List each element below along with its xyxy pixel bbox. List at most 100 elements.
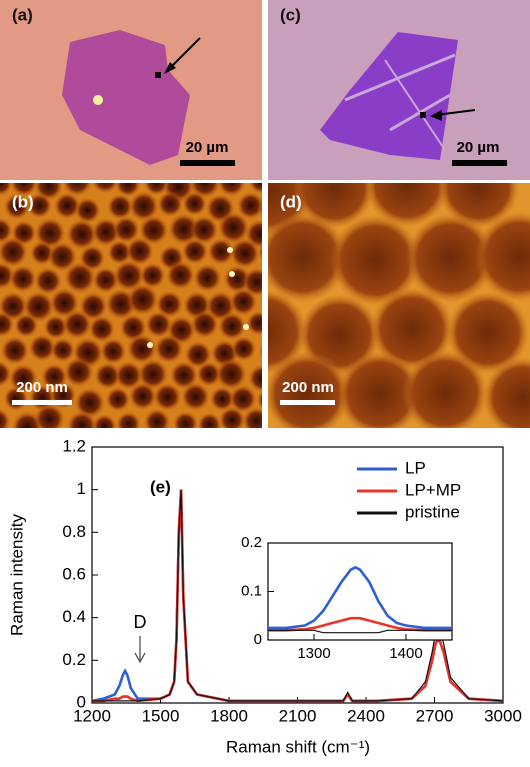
afm-pit bbox=[173, 411, 199, 428]
afm-domain bbox=[330, 214, 421, 306]
afm-pit bbox=[113, 260, 145, 292]
afm-pit bbox=[153, 382, 182, 412]
afm-pit bbox=[107, 193, 134, 220]
y-tick-label: 0 bbox=[254, 631, 262, 648]
afm-bright bbox=[227, 247, 233, 253]
afm-pit bbox=[157, 191, 184, 217]
afm-pit bbox=[0, 217, 13, 244]
afm-pit bbox=[125, 237, 154, 266]
x-tick-label: 1400 bbox=[389, 645, 422, 662]
series-line bbox=[268, 616, 452, 632]
afm-domain bbox=[482, 357, 530, 428]
x-tick-label: 1800 bbox=[210, 706, 248, 725]
afm-pit bbox=[181, 238, 209, 265]
afm-pit bbox=[50, 337, 75, 363]
series-line bbox=[268, 629, 452, 634]
afm-pit bbox=[14, 313, 39, 338]
afm-pit bbox=[105, 387, 131, 412]
x-tick-label: 2400 bbox=[347, 706, 385, 725]
afm-domain bbox=[365, 183, 449, 228]
afm-pit bbox=[217, 312, 247, 341]
y-tick-label: 1.2 bbox=[62, 436, 86, 455]
afm-pit bbox=[53, 192, 81, 220]
afm-pit bbox=[166, 260, 195, 290]
afm-pit bbox=[74, 387, 106, 419]
arrow bbox=[167, 37, 201, 71]
afm-pit bbox=[47, 241, 78, 272]
afm-pit bbox=[229, 385, 257, 413]
afm-pit bbox=[242, 407, 262, 428]
afm-pit bbox=[217, 183, 246, 197]
afm-pit bbox=[139, 262, 166, 289]
panel-label: (b) bbox=[12, 192, 34, 211]
legend-label: LP bbox=[405, 458, 426, 477]
flake bbox=[62, 30, 190, 165]
panel-d: (d) 200 nm bbox=[268, 183, 530, 428]
series-line bbox=[268, 565, 452, 630]
afm-pit bbox=[114, 361, 143, 390]
afm-pit bbox=[9, 265, 37, 293]
afm-pit bbox=[0, 408, 11, 428]
afm-pit bbox=[26, 193, 52, 219]
afm-domain bbox=[337, 351, 422, 428]
afm-pit bbox=[115, 183, 141, 198]
afm-domain bbox=[402, 350, 488, 428]
legend-label: LP+MP bbox=[405, 480, 461, 499]
afm-pit bbox=[88, 315, 116, 343]
panel-label: (d) bbox=[280, 192, 302, 211]
afm-domain bbox=[405, 213, 495, 303]
afm-texture bbox=[0, 183, 262, 428]
afm-pit bbox=[92, 267, 119, 294]
afm-pit bbox=[43, 314, 68, 340]
raman-chart: (e) D Raman intensity Raman shift (cm⁻¹)… bbox=[7, 436, 521, 756]
x-tick-label: 3000 bbox=[484, 706, 522, 725]
afm-bright bbox=[243, 324, 249, 330]
arrow bbox=[435, 109, 476, 116]
scale-bar bbox=[180, 160, 235, 166]
annotation: D bbox=[134, 612, 147, 632]
afm-pit bbox=[116, 411, 141, 428]
panel-a: (a) 20 µm bbox=[0, 0, 262, 180]
afm-pit bbox=[9, 183, 38, 197]
y-tick-label: 0.6 bbox=[62, 564, 86, 583]
afm-pit bbox=[137, 358, 169, 390]
x-tick-label: 1200 bbox=[73, 706, 111, 725]
afm-pit bbox=[155, 290, 184, 318]
scale-label: 200 nm bbox=[282, 379, 334, 396]
afm-pit bbox=[154, 334, 184, 364]
afm-pit bbox=[0, 236, 28, 268]
y-tick-label: 0.1 bbox=[241, 582, 262, 599]
scale-label: 20 µm bbox=[457, 139, 500, 156]
plot-frame bbox=[267, 542, 453, 641]
afm-pit bbox=[62, 309, 92, 340]
afm-pit bbox=[128, 382, 157, 411]
fold bbox=[384, 59, 446, 151]
afm-domain bbox=[268, 212, 348, 303]
afm-domain bbox=[474, 211, 530, 302]
afm-pit bbox=[49, 288, 80, 318]
afm-pit bbox=[63, 357, 94, 387]
afm-pit bbox=[107, 240, 132, 265]
afm-pit bbox=[91, 217, 121, 247]
y-tick-label: 1 bbox=[77, 479, 86, 498]
afm-pit bbox=[258, 243, 262, 262]
afm-pit bbox=[64, 261, 96, 294]
afm-pit bbox=[169, 361, 199, 390]
scale-bar bbox=[452, 160, 507, 166]
afm-texture bbox=[268, 183, 530, 428]
flake bbox=[320, 32, 458, 160]
afm-pit bbox=[181, 382, 210, 412]
panel-label: (c) bbox=[280, 5, 301, 24]
afm-pit bbox=[0, 183, 13, 196]
panel-label: (a) bbox=[12, 5, 33, 24]
afm-pit bbox=[189, 215, 219, 245]
arrow-head bbox=[430, 110, 442, 121]
afm-pit bbox=[229, 288, 258, 316]
scale-label: 200 nm bbox=[16, 379, 68, 396]
afm-pit bbox=[197, 412, 222, 428]
x-tick-label: 1500 bbox=[142, 706, 180, 725]
afm-pit bbox=[258, 342, 262, 362]
afm-pit bbox=[256, 389, 262, 411]
y-axis-label: Raman intensity bbox=[7, 514, 26, 636]
